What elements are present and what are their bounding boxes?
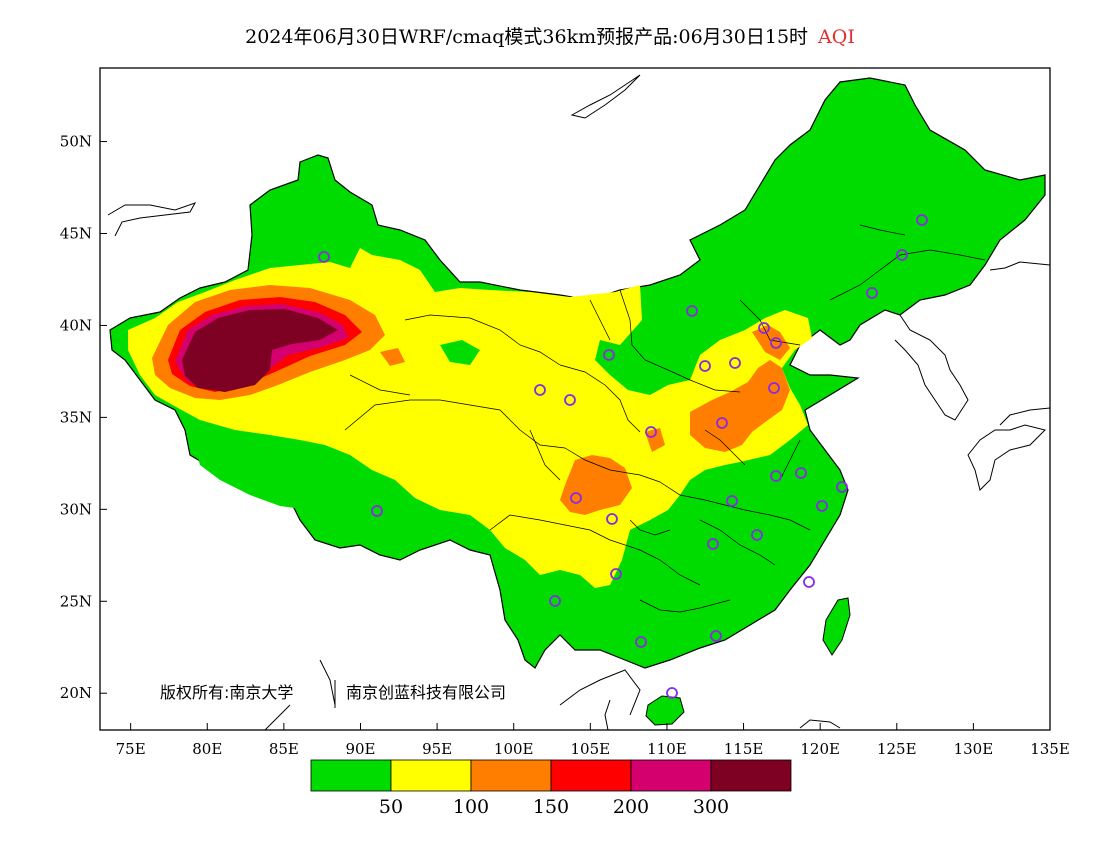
lat-tick-label: 25N xyxy=(60,592,92,610)
station-marker xyxy=(635,636,647,648)
station-marker xyxy=(716,417,728,429)
copyright-left: 版权所有:南京大学 xyxy=(160,683,293,702)
lat-tick-label: 50N xyxy=(60,133,92,151)
legend-swatch xyxy=(470,759,552,792)
station-marker xyxy=(549,595,561,607)
lon-tick-label: 80E xyxy=(192,740,222,758)
lat-tick-label: 30N xyxy=(60,500,92,518)
legend-threshold-label: 50 xyxy=(379,796,403,818)
aqi-zone-good-tibet xyxy=(190,430,360,510)
lon-tick-label: 115E xyxy=(724,740,764,758)
station-marker xyxy=(729,357,741,369)
station-marker xyxy=(666,687,678,699)
lon-tick-label: 95E xyxy=(422,740,452,758)
station-marker xyxy=(606,513,618,525)
legend-swatch xyxy=(390,759,472,792)
lon-tick-label: 90E xyxy=(345,740,375,758)
station-marker xyxy=(534,384,546,396)
station-marker xyxy=(726,495,738,507)
station-marker xyxy=(371,505,383,517)
aqi-zone-sensitive-qinghai xyxy=(380,348,405,366)
legend-swatch xyxy=(310,759,392,792)
station-marker xyxy=(768,382,780,394)
taiwan-island xyxy=(822,597,851,656)
aqi-zone-good-southeast xyxy=(660,468,805,580)
station-marker xyxy=(686,305,698,317)
hainan-island xyxy=(645,695,685,726)
station-marker xyxy=(866,287,878,299)
aqi-zone-good-qinghai xyxy=(440,340,480,365)
legend-threshold-label: 300 xyxy=(693,796,729,818)
station-marker xyxy=(896,249,908,261)
station-marker xyxy=(707,538,719,550)
map-content: 版权所有:南京大学 南京创蓝科技有限公司 xyxy=(107,74,1050,730)
lon-tick-label: 100E xyxy=(494,740,534,758)
lon-tick-label: 105E xyxy=(571,740,611,758)
station-marker xyxy=(645,426,657,438)
station-marker xyxy=(603,349,615,361)
lat-tick-label: 20N xyxy=(60,684,92,702)
legend-swatch xyxy=(710,759,792,792)
station-marker xyxy=(770,470,782,482)
legend-swatch xyxy=(630,759,712,792)
station-marker xyxy=(916,214,928,226)
lon-tick-label: 120E xyxy=(800,740,840,758)
map-title: 2024年06月30日WRF/cmaq模式36km预报产品:06月30日15时 A… xyxy=(0,22,1100,49)
aqi-zone-sensitive-north-china xyxy=(690,360,790,452)
lon-tick-label: 75E xyxy=(116,740,146,758)
station-marker xyxy=(564,394,576,406)
lon-tick-label: 135E xyxy=(1030,740,1070,758)
legend-swatch xyxy=(550,759,632,792)
station-marker xyxy=(816,500,828,512)
neighbor-coastlines xyxy=(107,74,1050,730)
aqi-legend: 50 100 150 200 300 xyxy=(310,759,792,818)
copyright-right: 南京创蓝科技有限公司 xyxy=(346,683,506,702)
map-frame xyxy=(99,67,1051,731)
title-variable: AQI xyxy=(818,26,855,48)
station-marker xyxy=(610,568,622,580)
longitude-axis: 75E 80E 85E 90E 95E 100E 105E 110E 115E 120E 125E 1… xyxy=(116,723,1070,758)
station-marker xyxy=(770,337,782,349)
latitude-axis: 50N 45N 40N 35N 30N 25N 20N xyxy=(60,133,107,702)
lon-tick-label: 130E xyxy=(954,740,994,758)
lon-tick-label: 110E xyxy=(647,740,687,758)
lon-tick-label: 125E xyxy=(877,740,917,758)
station-marker xyxy=(803,576,815,588)
station-marker xyxy=(710,630,722,642)
aqi-zone-sensitive-henan xyxy=(645,428,665,452)
lat-tick-label: 35N xyxy=(60,408,92,426)
station-marker xyxy=(570,492,582,504)
station-marker xyxy=(751,529,763,541)
station-markers xyxy=(318,214,928,699)
legend-threshold-label: 150 xyxy=(533,796,569,818)
station-marker xyxy=(318,251,330,263)
legend-threshold-label: 100 xyxy=(453,796,489,818)
station-marker xyxy=(699,360,711,372)
lon-tick-label: 85E xyxy=(269,740,299,758)
aqi-zone-sensitive-sichuan xyxy=(560,455,632,515)
station-marker xyxy=(836,481,848,493)
station-marker xyxy=(795,467,807,479)
lat-tick-label: 40N xyxy=(60,316,92,334)
title-main: 2024年06月30日WRF/cmaq模式36km预报产品:06月30日15时 xyxy=(245,26,809,48)
lat-tick-label: 45N xyxy=(60,225,92,243)
station-marker xyxy=(758,322,770,334)
legend-threshold-label: 200 xyxy=(613,796,649,818)
aqi-zone-hazardous xyxy=(182,309,338,392)
